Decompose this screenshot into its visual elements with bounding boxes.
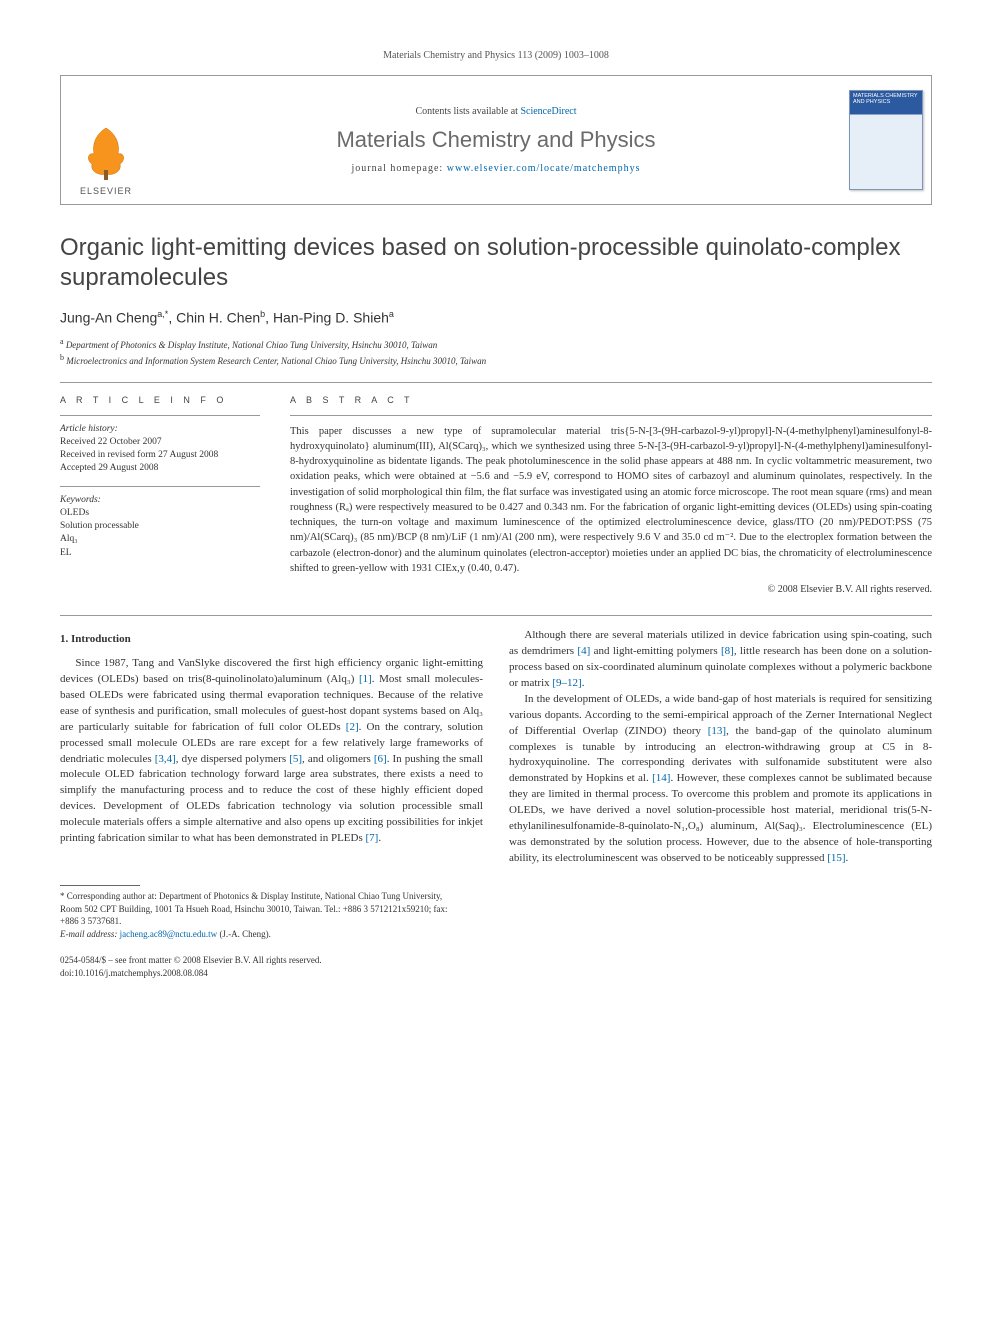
history-accepted: Accepted 29 August 2008 <box>60 462 260 475</box>
publisher-logo-block: ELSEVIER <box>61 76 151 204</box>
abstract-divider <box>290 415 932 416</box>
author-2: Chin H. Chen <box>176 310 260 326</box>
keyword-4: EL <box>60 547 260 560</box>
intro-para-1: Since 1987, Tang and VanSlyke discovered… <box>60 656 483 847</box>
abstract-text: This paper discusses a new type of supra… <box>290 424 932 576</box>
article-info-heading: A R T I C L E I N F O <box>60 395 260 405</box>
issn-line: 0254-0584/$ – see front matter © 2008 El… <box>60 954 932 967</box>
affil-label-b: b <box>60 353 64 362</box>
affil-text-a: Department of Photonics & Display Instit… <box>66 340 437 350</box>
corresponding-author-footnote: * Corresponding author at: Department of… <box>60 885 461 940</box>
cite-13[interactable]: [13] <box>708 725 726 737</box>
author-3-affil: a <box>389 309 394 319</box>
author-2-affil: b <box>260 309 265 319</box>
cite-4b[interactable]: [4] <box>577 645 590 657</box>
abstract-heading: A B S T R A C T <box>290 395 932 405</box>
email-label: E-mail address: <box>60 929 120 939</box>
author-1: Jung-An Cheng <box>60 310 157 326</box>
masthead-center: Contents lists available at ScienceDirec… <box>151 76 841 204</box>
intro-para-3: In the development of OLEDs, a wide band… <box>509 692 932 867</box>
cite-1[interactable]: [1] <box>359 673 372 685</box>
intro-heading: 1. Introduction <box>60 632 483 648</box>
divider-top <box>60 382 932 383</box>
affil-text-b: Microelectronics and Information System … <box>66 356 486 366</box>
contents-prefix: Contents lists available at <box>415 106 520 117</box>
email-suffix: (J.-A. Cheng). <box>217 929 271 939</box>
author-1-affil: a,* <box>157 309 168 319</box>
email-line: E-mail address: jacheng.ac89@nctu.edu.tw… <box>60 928 461 941</box>
footnote-rule <box>60 885 140 886</box>
p2b: and light-emitting polymers <box>590 645 721 657</box>
affiliation-b: b Microelectronics and Information Syste… <box>60 352 932 368</box>
intro-para-2: Although there are several materials uti… <box>509 628 932 692</box>
keyword-1: OLEDs <box>60 507 260 520</box>
p3c: . However, these complexes cannot be sub… <box>509 772 932 864</box>
journal-name: Materials Chemistry and Physics <box>336 127 655 153</box>
cite-7[interactable]: [7] <box>366 832 379 844</box>
email-link[interactable]: jacheng.ac89@nctu.edu.tw <box>120 929 218 939</box>
p3d: . <box>846 852 849 864</box>
sciencedirect-link[interactable]: ScienceDirect <box>520 106 576 117</box>
journal-cover-title: MATERIALS CHEMISTRY AND PHYSICS <box>853 93 919 105</box>
p1d: , dye dispersed polymers <box>176 753 289 765</box>
cite-15[interactable]: [15] <box>827 852 845 864</box>
affil-label-a: a <box>60 337 64 346</box>
cite-8[interactable]: [8] <box>721 645 734 657</box>
article-title: Organic light-emitting devices based on … <box>60 233 932 293</box>
keywords-label: Keywords: <box>60 495 260 505</box>
keyword-3: Alq₃ <box>60 533 260 546</box>
info-divider <box>60 415 260 416</box>
contents-available-line: Contents lists available at ScienceDirec… <box>415 106 576 117</box>
abstract-column: A B S T R A C T This paper discusses a n… <box>290 395 932 595</box>
corr-author-line: * Corresponding author at: Department of… <box>60 890 461 928</box>
affiliation-a: a Department of Photonics & Display Inst… <box>60 336 932 352</box>
p1f: . In pushing the small molecule OLED fab… <box>60 753 483 845</box>
keyword-2: Solution processable <box>60 520 260 533</box>
authors-line: Jung-An Chenga,*, Chin H. Chenb, Han-Pin… <box>60 309 932 326</box>
journal-cover-thumbnail: MATERIALS CHEMISTRY AND PHYSICS <box>849 90 923 190</box>
cite-9-12[interactable]: [9–12] <box>552 677 581 689</box>
cite-2[interactable]: [2] <box>346 721 359 733</box>
p1e: , and oligomers <box>302 753 374 765</box>
journal-masthead: ELSEVIER Contents lists available at Sci… <box>60 75 932 205</box>
cite-5[interactable]: [5] <box>289 753 302 765</box>
history-revised: Received in revised form 27 August 2008 <box>60 449 260 462</box>
p1g: . <box>378 832 381 844</box>
footer-issn-doi: 0254-0584/$ – see front matter © 2008 El… <box>60 954 932 979</box>
journal-cover-block: MATERIALS CHEMISTRY AND PHYSICS <box>841 76 931 204</box>
elsevier-tree-icon <box>82 124 130 182</box>
cite-14[interactable]: [14] <box>652 772 670 784</box>
abstract-copyright: © 2008 Elsevier B.V. All rights reserved… <box>290 584 932 595</box>
journal-homepage-link[interactable]: www.elsevier.com/locate/matchemphys <box>447 163 641 174</box>
body-text: 1. Introduction Since 1987, Tang and Van… <box>60 628 932 867</box>
journal-homepage-line: journal homepage: www.elsevier.com/locat… <box>352 163 641 174</box>
affiliations: a Department of Photonics & Display Inst… <box>60 336 932 368</box>
cite-3-4[interactable]: [3,4] <box>155 753 176 765</box>
info-divider-2 <box>60 486 260 487</box>
history-label: Article history: <box>60 424 260 434</box>
article-info-column: A R T I C L E I N F O Article history: R… <box>60 395 260 595</box>
corr-star: * <box>60 891 67 901</box>
homepage-prefix: journal homepage: <box>352 163 447 174</box>
cite-6[interactable]: [6] <box>374 753 387 765</box>
running-header: Materials Chemistry and Physics 113 (200… <box>60 50 932 61</box>
divider-mid <box>60 615 932 616</box>
publisher-name: ELSEVIER <box>80 186 132 196</box>
author-3: Han-Ping D. Shieh <box>273 310 389 326</box>
p2d: . <box>582 677 585 689</box>
doi-line: doi:10.1016/j.matchemphys.2008.08.084 <box>60 967 932 980</box>
history-received: Received 22 October 2007 <box>60 436 260 449</box>
corr-text: Corresponding author at: Department of P… <box>60 891 448 926</box>
